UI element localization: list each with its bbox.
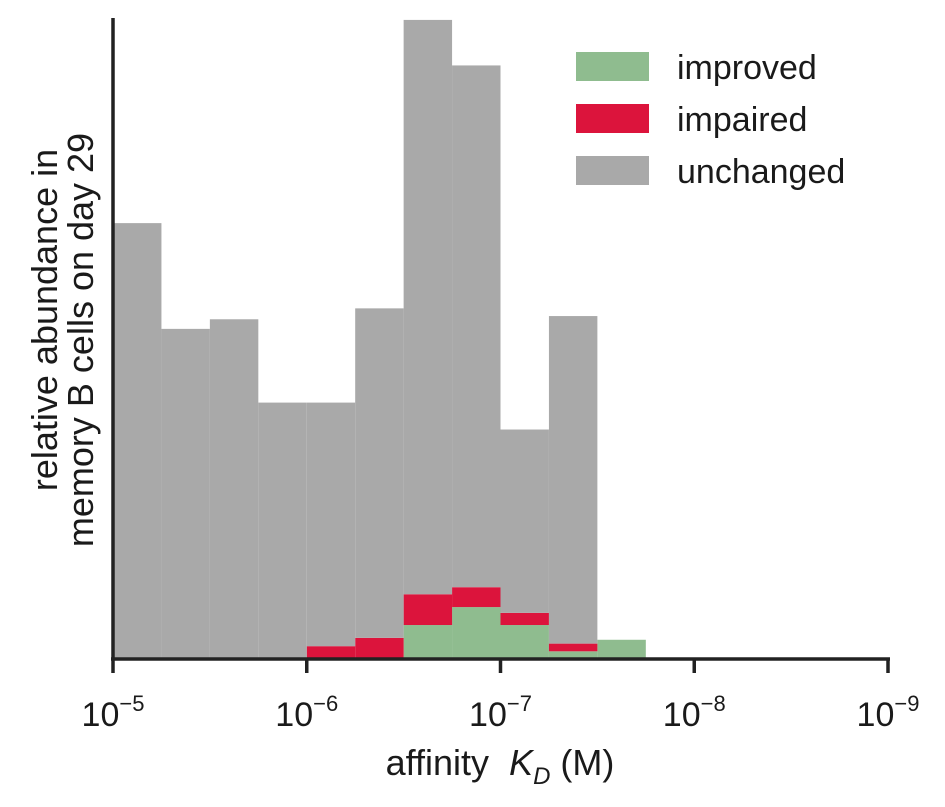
bar-unchanged-4 xyxy=(306,402,356,647)
legend-swatch-impaired xyxy=(576,104,649,133)
bar-unchanged-2 xyxy=(209,319,259,659)
bar-improved-7 xyxy=(452,607,501,659)
bar-impaired-9 xyxy=(548,643,598,652)
bar-impaired-8 xyxy=(500,612,549,626)
x-axis-label-unit: (M) xyxy=(560,742,614,783)
bar-unchanged-9 xyxy=(548,316,598,644)
x-tick-exponent-2: −7 xyxy=(507,691,532,716)
x-tick-base-4: 10 xyxy=(857,696,895,734)
bar-impaired-4 xyxy=(306,646,356,659)
bar-improved-10 xyxy=(597,639,646,659)
x-tick-base-1: 10 xyxy=(275,696,313,734)
legend-swatch-improved xyxy=(576,52,649,81)
bar-unchanged-3 xyxy=(258,402,307,659)
x-tick-exponent-3: −8 xyxy=(701,691,726,716)
x-axis-label-symbol: K xyxy=(509,742,535,783)
legend-swatch-unchanged xyxy=(576,156,649,185)
bar-unchanged-0 xyxy=(113,223,162,659)
x-ticks: 10−5 10−6 10−7 10−8 10−9 xyxy=(82,659,920,734)
x-axis-label-text: affinity xyxy=(386,742,489,783)
bar-impaired-5 xyxy=(355,637,404,659)
bar-impaired-6 xyxy=(403,594,453,626)
bar-unchanged-6 xyxy=(403,19,453,595)
x-axis-label: affinity KD (M) xyxy=(386,742,615,790)
bar-unchanged-1 xyxy=(161,328,210,659)
legend-label-unchanged: unchanged xyxy=(677,153,845,191)
x-tick-label-0: 10−5 xyxy=(82,691,145,734)
x-tick-label-4: 10−9 xyxy=(857,691,920,734)
bar-unchanged-5 xyxy=(355,308,404,638)
x-tick-label-2: 10−7 xyxy=(469,691,532,734)
bar-unchanged-8 xyxy=(500,429,549,613)
x-tick-base-3: 10 xyxy=(663,696,701,734)
legend-label-impaired: impaired xyxy=(677,101,807,139)
x-tick-label-3: 10−8 xyxy=(663,691,726,734)
x-tick-base-0: 10 xyxy=(82,696,120,734)
bar-improved-8 xyxy=(500,625,549,659)
x-tick-exponent-4: −9 xyxy=(894,691,919,716)
y-axis-label-line1: relative abundance in xyxy=(24,149,65,491)
x-tick-label-1: 10−6 xyxy=(275,691,338,734)
bar-improved-6 xyxy=(403,625,453,659)
bar-impaired-7 xyxy=(452,587,501,608)
bars-layer xyxy=(113,19,646,659)
bar-unchanged-7 xyxy=(452,65,501,588)
x-tick-exponent-0: −5 xyxy=(119,691,144,716)
y-axis-label-line2: memory B cells on day 29 xyxy=(60,133,101,547)
legend-label-improved: improved xyxy=(677,49,817,87)
x-axis-label-subscript: D xyxy=(533,763,550,790)
bar-improved-9 xyxy=(548,651,598,659)
x-tick-exponent-1: −6 xyxy=(313,691,338,716)
legend: improved impaired unchanged xyxy=(576,49,845,191)
x-tick-base-2: 10 xyxy=(469,696,507,734)
